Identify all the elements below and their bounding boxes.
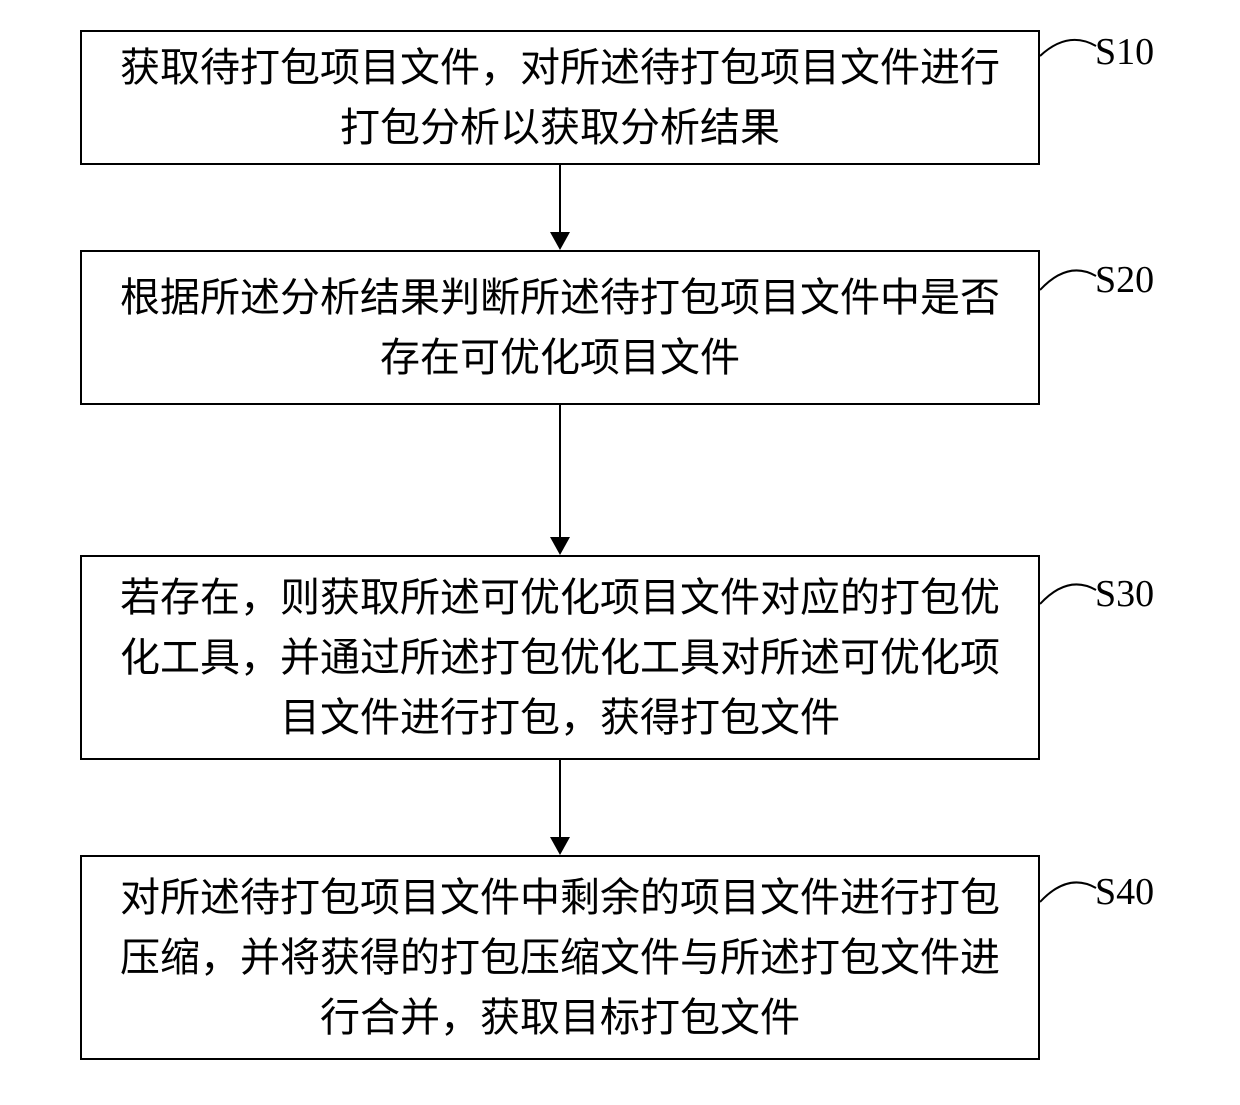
- label-text: S20: [1095, 259, 1154, 301]
- connector-curve-s10: [1038, 28, 1098, 68]
- flowchart-container: 获取待打包项目文件，对所述待打包项目文件进行打包分析以获取分析结果 S10 根据…: [0, 0, 1240, 1105]
- step-box-s40: 对所述待打包项目文件中剩余的项目文件进行打包压缩，并将获得的打包压缩文件与所述打…: [80, 855, 1040, 1060]
- connector-curve-s30: [1038, 572, 1098, 612]
- step-text: 对所述待打包项目文件中剩余的项目文件进行打包压缩，并将获得的打包压缩文件与所述打…: [102, 868, 1018, 1048]
- step-box-s20: 根据所述分析结果判断所述待打包项目文件中是否存在可优化项目文件: [80, 250, 1040, 405]
- label-text: S10: [1095, 31, 1154, 73]
- step-text: 获取待打包项目文件，对所述待打包项目文件进行打包分析以获取分析结果: [102, 38, 1018, 158]
- label-text: S30: [1095, 573, 1154, 615]
- arrow-line-1: [559, 165, 561, 232]
- step-text: 若存在，则获取所述可优化项目文件对应的打包优化工具，并通过所述打包优化工具对所述…: [102, 568, 1018, 748]
- step-label-s10: S10: [1095, 30, 1154, 74]
- step-box-s30: 若存在，则获取所述可优化项目文件对应的打包优化工具，并通过所述打包优化工具对所述…: [80, 555, 1040, 760]
- label-text: S40: [1095, 871, 1154, 913]
- step-label-s40: S40: [1095, 870, 1154, 914]
- arrow-line-3: [559, 760, 561, 837]
- step-box-s10: 获取待打包项目文件，对所述待打包项目文件进行打包分析以获取分析结果: [80, 30, 1040, 165]
- step-label-s30: S30: [1095, 572, 1154, 616]
- arrow-head-3: [550, 837, 570, 855]
- step-label-s20: S20: [1095, 258, 1154, 302]
- connector-curve-s40: [1038, 870, 1098, 910]
- step-text: 根据所述分析结果判断所述待打包项目文件中是否存在可优化项目文件: [102, 268, 1018, 388]
- arrow-line-2: [559, 405, 561, 537]
- arrow-head-1: [550, 232, 570, 250]
- connector-curve-s20: [1038, 258, 1098, 298]
- arrow-head-2: [550, 537, 570, 555]
